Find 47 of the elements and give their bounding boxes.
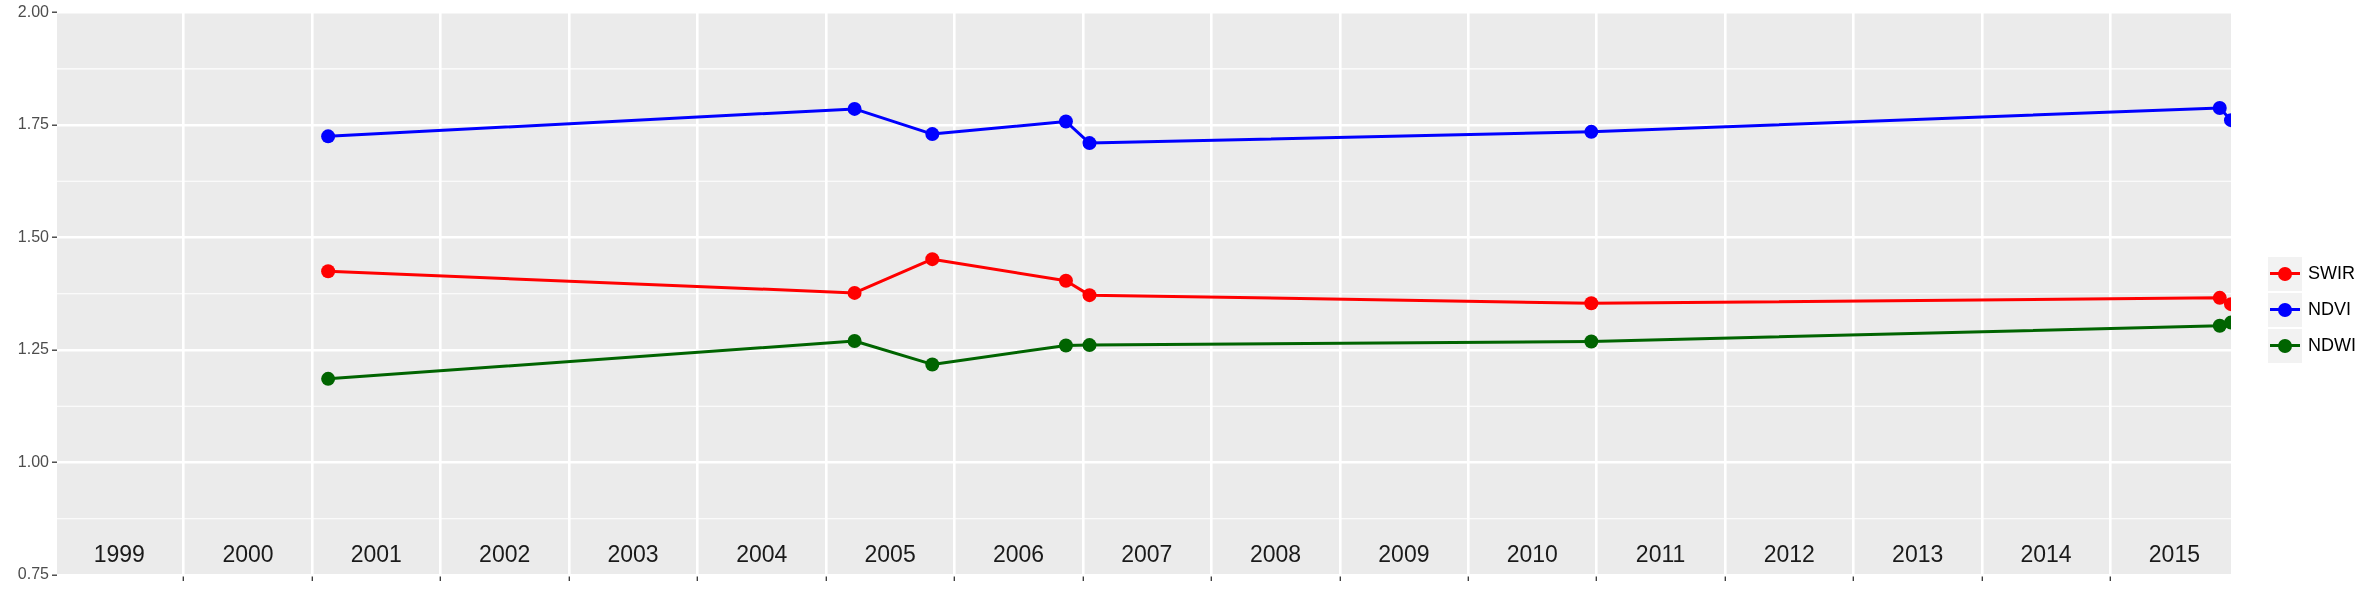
point [847, 101, 862, 116]
x-tick-label: 2007 [1121, 540, 1173, 567]
x-tick-label: 2008 [1249, 540, 1302, 567]
x-tick-label: 2001 [350, 540, 402, 567]
x-tick-label: 2014 [2020, 540, 2072, 567]
point [321, 129, 336, 144]
point [1082, 136, 1097, 151]
point [2212, 100, 2227, 115]
x-tick-label: 2013 [1892, 540, 1944, 567]
point [1584, 296, 1599, 311]
legend-label: NDWI [2308, 335, 2356, 356]
point [1058, 273, 1073, 288]
legend-label: NDVI [2308, 299, 2352, 320]
y-tick-label: 1.25 [17, 340, 50, 358]
point [1082, 338, 1097, 353]
point [925, 252, 940, 267]
point [321, 371, 336, 386]
x-tick-label: 2015 [2148, 540, 2200, 567]
x-tick-label: 1999 [93, 540, 145, 567]
point [1584, 334, 1599, 349]
x-tick-label: 2004 [736, 540, 788, 567]
x-tick-label: 2011 [1635, 540, 1686, 567]
x-tick-label: 2002 [479, 540, 531, 567]
x-tick-label: 2000 [222, 540, 274, 567]
point [1082, 288, 1097, 303]
point [2212, 318, 2227, 333]
point [925, 357, 940, 372]
x-tick-label: 2006 [992, 540, 1045, 567]
legend-label: SWIR [2308, 263, 2355, 284]
point [847, 334, 862, 349]
point [2212, 290, 2227, 305]
point [925, 127, 940, 142]
x-tick-label: 2009 [1378, 540, 1430, 567]
y-tick-label: 1.00 [17, 452, 50, 470]
y-tick-label: 0.75 [17, 565, 50, 583]
point [321, 264, 336, 279]
point [1058, 114, 1073, 129]
y-tick-label: 1.75 [17, 115, 50, 133]
point [847, 285, 862, 300]
point [1058, 338, 1073, 353]
x-tick-label: 2003 [607, 540, 659, 567]
y-tick-label: 2.00 [17, 3, 50, 21]
x-tick-label: 2005 [864, 540, 916, 567]
x-tick-label: 2012 [1763, 540, 1815, 567]
y-tick-label: 1.50 [17, 227, 50, 245]
x-tick-label: 2010 [1506, 540, 1558, 567]
point [1584, 124, 1599, 139]
